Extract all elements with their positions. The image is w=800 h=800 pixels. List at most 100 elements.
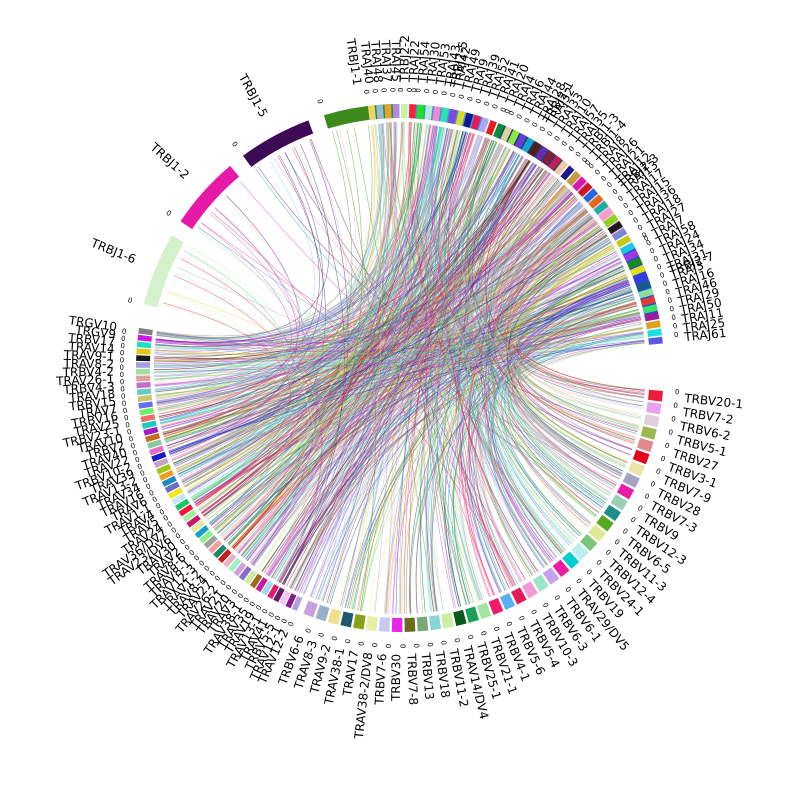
tick-label: 0: [515, 113, 524, 120]
segment-inner-edge: [552, 173, 558, 179]
tick-label: 0: [517, 615, 526, 623]
chord-segment: [636, 438, 654, 453]
chord-segment: [615, 234, 632, 248]
chord-segment: [588, 194, 604, 209]
tick-label: 0: [622, 201, 630, 210]
tick-label: 0: [587, 162, 596, 171]
tick-label: 0: [584, 568, 593, 577]
segment-inner-edge: [155, 407, 158, 413]
chord-segment: [644, 312, 660, 322]
chord-segment: [168, 487, 183, 499]
tick-label: 0: [236, 592, 245, 600]
chord-segment: [542, 567, 560, 585]
segment-inner-edge: [356, 610, 367, 614]
chord-ribbon: [159, 327, 643, 422]
chord-segment: [632, 449, 650, 465]
chord-ribbon: [467, 305, 639, 596]
chord-ribbon: [154, 225, 601, 386]
chord-ribbon: [278, 281, 631, 583]
chord-segment: [136, 388, 152, 396]
tick-label: 0: [120, 356, 125, 364]
chord-segment: [255, 577, 268, 593]
segment-inner-edge: [607, 492, 614, 502]
tick-label: 0: [675, 388, 680, 396]
chord-ribbon: [279, 135, 482, 583]
segment-inner-edge: [207, 522, 212, 528]
segment-inner-edge: [159, 243, 188, 309]
tick-label: 0: [357, 641, 366, 647]
tick-label: 0: [142, 476, 149, 485]
chord-segment: [203, 535, 218, 549]
chord-ribbons: [153, 122, 646, 615]
chord-ribbon: [473, 316, 641, 590]
segment-inner-edge: [286, 587, 293, 591]
tick-label: 0: [315, 98, 324, 105]
segment-inner-edge: [224, 541, 230, 547]
tick-label: 0: [673, 402, 679, 411]
tick-label: 0: [479, 630, 488, 637]
chord-ribbon: [167, 122, 419, 449]
chord-ribbon: [356, 234, 608, 611]
tick-label: 0: [145, 482, 152, 491]
chord-ribbon: [430, 124, 645, 398]
chord-ribbon: [419, 192, 573, 613]
tick-label: 0: [504, 620, 513, 627]
tick-label: 0: [668, 428, 674, 437]
segment-inner-edge: [156, 413, 159, 419]
segment-inner-edge: [157, 419, 161, 426]
tick-label: 0: [645, 239, 653, 248]
chord-segment: [136, 362, 151, 368]
segment-inner-edge: [179, 479, 183, 486]
chord-segment: [392, 104, 400, 119]
tick-label: 0: [166, 520, 174, 529]
tick-label: 0: [248, 600, 257, 608]
chord-segment: [136, 368, 151, 375]
tick-label: 0: [412, 643, 420, 648]
tick-label: 0: [439, 640, 448, 646]
tick-label: 0: [656, 263, 663, 272]
chord-ribbon: [465, 139, 622, 477]
segment-inner-edge: [428, 611, 439, 614]
tick-label: 0: [636, 504, 644, 513]
chord-segment: [572, 176, 587, 192]
tick-label: 0: [254, 604, 263, 612]
segment-label: TRAJ22: [406, 40, 422, 84]
chord-segment: [416, 616, 429, 632]
segment-inner-edge: [600, 502, 608, 512]
chord-segment: [136, 375, 151, 382]
tick-label: 0: [406, 88, 414, 93]
chord-ribbon: [169, 228, 603, 455]
chord-segment: [463, 112, 474, 128]
tick-label: 0: [121, 335, 126, 343]
tick-label: 0: [120, 364, 124, 372]
tick-label: 0: [466, 634, 475, 640]
chord-segment: [630, 264, 646, 277]
segment-inner-edge: [640, 315, 644, 323]
tick-label: 0: [664, 288, 670, 297]
segment-inner-edge: [505, 144, 513, 149]
chord-segment: [208, 539, 223, 554]
chord-ribbon: [219, 176, 556, 536]
tick-label: 0: [120, 371, 125, 379]
chord-segment: [182, 509, 197, 523]
chord-ribbon: [157, 151, 517, 411]
chord-ribbon: [352, 265, 624, 610]
tick-label: 0: [669, 305, 675, 314]
segment-inner-edge: [243, 559, 249, 564]
segment-inner-edge: [464, 603, 475, 608]
chord-segment: [643, 414, 660, 428]
chord-ribbon: [173, 126, 449, 466]
segment-inner-edge: [154, 330, 157, 336]
segment-inner-edge: [642, 323, 645, 330]
chord-segment: [607, 220, 623, 235]
segment-label: TRAV26-1: [55, 372, 115, 388]
segment-inner-edge: [612, 243, 618, 250]
chord-segment: [138, 327, 153, 336]
chord-ribbon: [230, 245, 614, 547]
tick-label: 0: [659, 271, 666, 280]
chord-ribbon: [228, 275, 628, 545]
chord-ribbon: [317, 278, 630, 600]
segment-inner-edge: [275, 580, 281, 585]
tick-label: 0: [128, 435, 134, 444]
chord-ribbon: [470, 185, 566, 582]
